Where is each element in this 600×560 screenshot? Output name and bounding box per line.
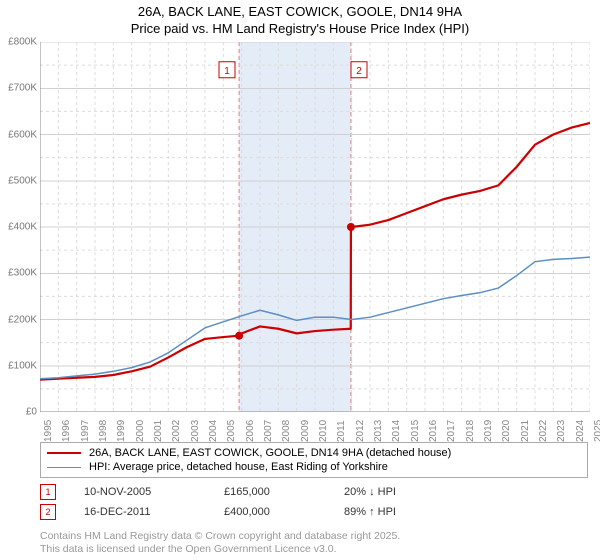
legend-swatch (47, 452, 81, 454)
x-tick-label: 2012 (355, 420, 366, 442)
x-tick-label: 2016 (428, 420, 439, 442)
sale-delta: 89% ↑ HPI (344, 506, 396, 518)
x-tick-label: 2007 (263, 420, 274, 442)
legend-row: 26A, BACK LANE, EAST COWICK, GOOLE, DN14… (47, 446, 581, 460)
legend: 26A, BACK LANE, EAST COWICK, GOOLE, DN14… (40, 442, 588, 478)
y-tick-label: £800K (8, 37, 37, 48)
legend-label: HPI: Average price, detached house, East… (89, 461, 388, 473)
x-tick-label: 2013 (373, 420, 384, 442)
x-tick-label: 2003 (190, 420, 201, 442)
y-tick-label: £400K (8, 222, 37, 233)
svg-text:2: 2 (356, 66, 362, 77)
legend-label: 26A, BACK LANE, EAST COWICK, GOOLE, DN14… (89, 447, 451, 459)
sale-delta: 20% ↓ HPI (344, 486, 396, 498)
y-tick-label: £300K (8, 268, 37, 279)
sale-marker: 1 (40, 484, 56, 500)
x-tick-label: 2017 (446, 420, 457, 442)
sales-row: 2 16-DEC-2011£400,00089% ↑ HPI (40, 504, 396, 520)
y-tick-label: £700K (8, 83, 37, 94)
x-tick-label: 2011 (336, 420, 347, 442)
y-tick-label: £600K (8, 129, 37, 140)
svg-text:1: 1 (224, 66, 230, 77)
chart-title: 26A, BACK LANE, EAST COWICK, GOOLE, DN14… (0, 0, 600, 38)
x-tick-label: 1998 (98, 420, 109, 442)
sale-date: 10-NOV-2005 (84, 486, 224, 498)
x-tick-label: 2019 (483, 420, 494, 442)
x-tick-label: 2018 (465, 420, 476, 442)
x-tick-label: 2020 (501, 420, 512, 442)
x-tick-label: 2002 (171, 420, 182, 442)
x-tick-label: 1996 (61, 420, 72, 442)
x-tick-label: 2008 (281, 420, 292, 442)
sale-date: 16-DEC-2011 (84, 506, 224, 518)
x-tick-label: 2005 (226, 420, 237, 442)
credits-line1: Contains HM Land Registry data © Crown c… (40, 530, 400, 543)
x-tick-label: 2014 (391, 420, 402, 442)
chart-area: 12 £0£100K£200K£300K£400K£500K£600K£700K… (40, 42, 590, 412)
legend-row: HPI: Average price, detached house, East… (47, 460, 581, 474)
y-tick-label: £100K (8, 360, 37, 371)
x-tick-label: 2010 (318, 420, 329, 442)
credits-line2: This data is licensed under the Open Gov… (40, 543, 400, 556)
sale-marker: 2 (40, 504, 56, 520)
x-tick-label: 2025 (593, 420, 600, 442)
title-line2: Price paid vs. HM Land Registry's House … (0, 21, 600, 38)
sales-table: 1 10-NOV-2005£165,00020% ↓ HPI 2 16-DEC-201… (40, 484, 396, 524)
x-tick-label: 2000 (135, 420, 146, 442)
sales-row: 1 10-NOV-2005£165,00020% ↓ HPI (40, 484, 396, 500)
y-tick-label: £500K (8, 175, 37, 186)
y-tick-label: £200K (8, 314, 37, 325)
x-tick-label: 1999 (116, 420, 127, 442)
plot-svg: 12 (40, 42, 590, 412)
x-tick-label: 2004 (208, 420, 219, 442)
credits: Contains HM Land Registry data © Crown c… (40, 530, 400, 556)
x-tick-label: 2022 (538, 420, 549, 442)
x-tick-label: 2006 (245, 420, 256, 442)
y-tick-label: £0 (26, 407, 37, 418)
x-tick-label: 1995 (43, 420, 54, 442)
title-line1: 26A, BACK LANE, EAST COWICK, GOOLE, DN14… (0, 4, 600, 21)
x-tick-label: 2023 (556, 420, 567, 442)
sale-price: £400,000 (224, 506, 344, 518)
sale-price: £165,000 (224, 486, 344, 498)
x-tick-label: 2021 (520, 420, 531, 442)
x-tick-label: 2001 (153, 420, 164, 442)
legend-swatch (47, 467, 81, 468)
x-tick-label: 1997 (80, 420, 91, 442)
x-tick-label: 2009 (300, 420, 311, 442)
x-tick-label: 2024 (575, 420, 586, 442)
x-tick-label: 2015 (410, 420, 421, 442)
